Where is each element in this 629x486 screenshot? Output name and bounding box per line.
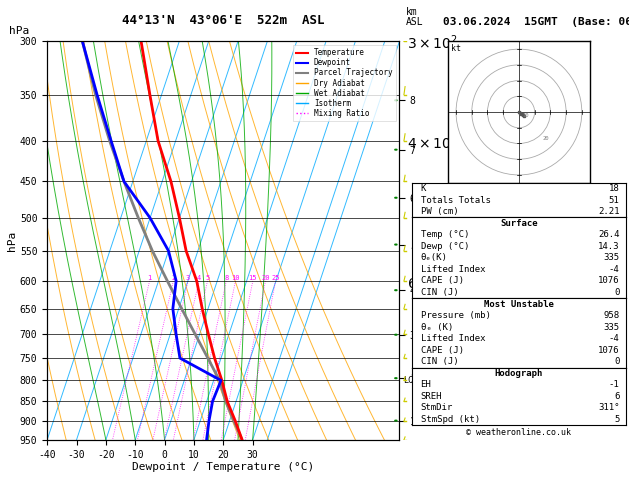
Text: Dewp (°C): Dewp (°C) (421, 242, 469, 251)
Text: Totals Totals: Totals Totals (421, 195, 491, 205)
Text: 2: 2 (171, 275, 175, 281)
Text: Hodograph: Hodograph (495, 369, 543, 378)
Text: 0: 0 (614, 288, 620, 297)
Text: 51: 51 (609, 195, 620, 205)
Text: hPa: hPa (9, 26, 30, 36)
Text: StmSpd (kt): StmSpd (kt) (421, 415, 480, 424)
Text: EH: EH (421, 381, 431, 389)
Text: CAPE (J): CAPE (J) (421, 277, 464, 285)
Text: 335: 335 (603, 323, 620, 331)
Text: θₑ (K): θₑ (K) (421, 323, 453, 331)
Y-axis label: hPa: hPa (7, 230, 17, 251)
Text: kt: kt (452, 44, 461, 53)
Text: 8: 8 (224, 275, 228, 281)
Text: 1076: 1076 (598, 277, 620, 285)
Text: 14.3: 14.3 (598, 242, 620, 251)
Text: Temp (°C): Temp (°C) (421, 230, 469, 239)
Text: 20: 20 (542, 137, 549, 141)
Text: 311°: 311° (598, 403, 620, 413)
Text: 958: 958 (603, 311, 620, 320)
Text: 3: 3 (186, 275, 190, 281)
Text: 03.06.2024  15GMT  (Base: 06): 03.06.2024 15GMT (Base: 06) (443, 17, 629, 27)
Text: 0: 0 (614, 357, 620, 366)
Text: 1076: 1076 (598, 346, 620, 355)
Text: K: K (421, 184, 426, 193)
Text: 2.21: 2.21 (598, 207, 620, 216)
Text: Pressure (mb): Pressure (mb) (421, 311, 491, 320)
Text: 4: 4 (197, 275, 201, 281)
Legend: Temperature, Dewpoint, Parcel Trajectory, Dry Adiabat, Wet Adiabat, Isotherm, Mi: Temperature, Dewpoint, Parcel Trajectory… (293, 45, 396, 121)
Text: 10: 10 (231, 275, 240, 281)
Text: 26.4: 26.4 (598, 230, 620, 239)
Text: Lifted Index: Lifted Index (421, 334, 485, 343)
Text: CAPE (J): CAPE (J) (421, 346, 464, 355)
Text: 6: 6 (614, 392, 620, 401)
Text: Most Unstable: Most Unstable (484, 299, 554, 309)
Text: 335: 335 (603, 253, 620, 262)
Text: 18: 18 (609, 184, 620, 193)
Text: θₑ(K): θₑ(K) (421, 253, 447, 262)
Text: Lifted Index: Lifted Index (421, 265, 485, 274)
Text: LCL: LCL (404, 376, 418, 385)
Text: StmDir: StmDir (421, 403, 453, 413)
Text: 5: 5 (205, 275, 209, 281)
Text: CIN (J): CIN (J) (421, 288, 458, 297)
Text: 20: 20 (261, 275, 270, 281)
Text: 1: 1 (147, 275, 152, 281)
Text: 15: 15 (248, 275, 257, 281)
Text: 25: 25 (271, 275, 280, 281)
X-axis label: Dewpoint / Temperature (°C): Dewpoint / Temperature (°C) (132, 462, 314, 472)
Text: -4: -4 (609, 334, 620, 343)
Text: -1: -1 (609, 381, 620, 389)
Text: SREH: SREH (421, 392, 442, 401)
Text: 44°13'N  43°06'E  522m  ASL: 44°13'N 43°06'E 522m ASL (122, 14, 325, 27)
Text: CIN (J): CIN (J) (421, 357, 458, 366)
Text: 5: 5 (614, 415, 620, 424)
Text: © weatheronline.co.uk: © weatheronline.co.uk (467, 428, 571, 437)
Text: 10: 10 (522, 113, 528, 118)
Text: PW (cm): PW (cm) (421, 207, 458, 216)
Text: Surface: Surface (500, 219, 538, 228)
Text: km
ASL: km ASL (406, 7, 423, 27)
Text: -4: -4 (609, 265, 620, 274)
